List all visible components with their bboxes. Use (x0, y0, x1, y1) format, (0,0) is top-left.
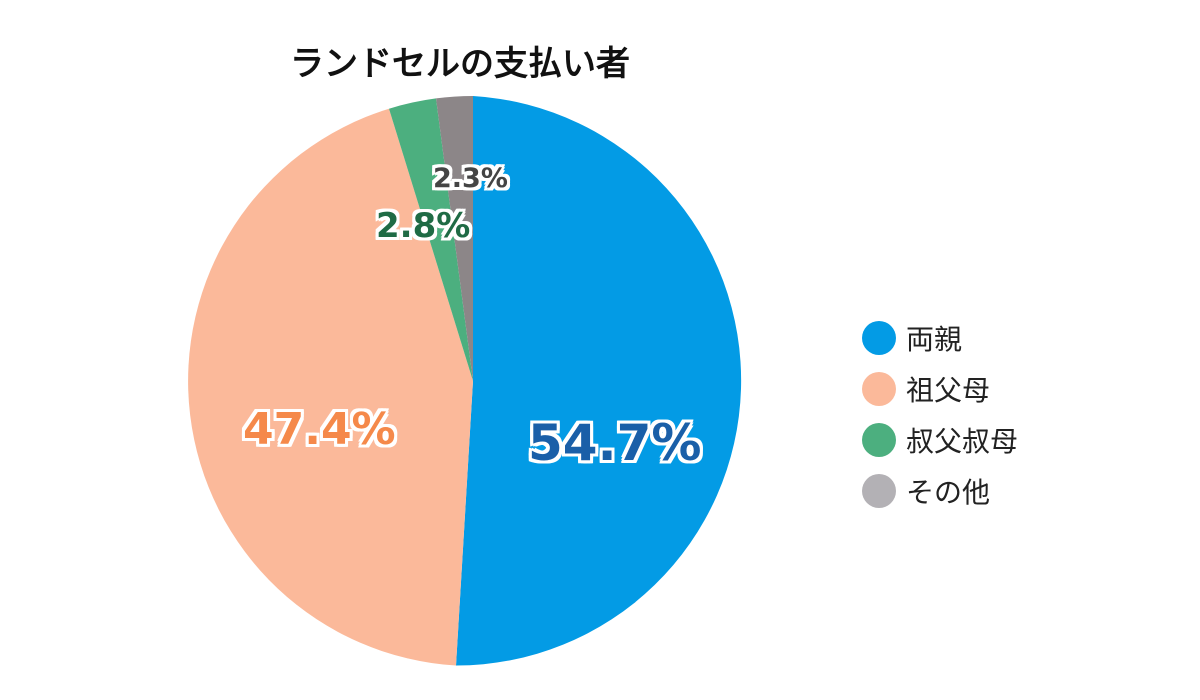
legend-label: 両親 (906, 322, 963, 356)
label-other: 2.3% (433, 163, 508, 194)
label-aunt-uncle: 2.8% (376, 206, 471, 246)
slice-other (436, 95, 473, 381)
legend-label: 祖父母 (906, 373, 991, 407)
legend-swatch-icon (862, 473, 896, 508)
legend-item-aunt-uncle: 叔父叔母 (862, 414, 1018, 465)
label-parents: 54.7% (528, 414, 702, 472)
legend-item-other: その他 (862, 465, 1018, 516)
legend-swatch-icon (862, 371, 896, 406)
slice-aunt-uncle (389, 98, 473, 382)
slice-parents (456, 96, 742, 666)
slice-grandparents (188, 108, 473, 666)
legend-item-grandparents: 祖父母 (862, 363, 1018, 414)
label-grandparents: 47.4% (243, 404, 396, 455)
legend-swatch-icon (862, 422, 896, 457)
legend-label: 叔父叔母 (906, 424, 1019, 458)
legend-label: その他 (906, 475, 991, 509)
legend-item-parents: 両親 (862, 312, 1018, 363)
legend: 両親 祖父母 叔父叔母 その他 (862, 312, 1018, 516)
chart-title: ランドセルの支払い者 (290, 44, 630, 84)
legend-swatch-icon (862, 320, 896, 355)
